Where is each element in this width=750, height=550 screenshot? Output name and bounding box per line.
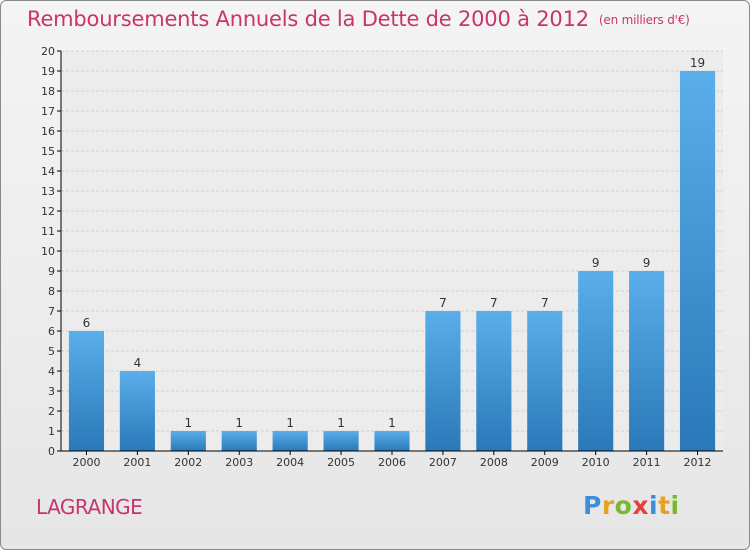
data-label: 1 (286, 416, 294, 430)
x-tick-label: 2002 (174, 456, 202, 469)
bar (425, 311, 461, 451)
commune-name: LAGRANGE (36, 495, 143, 519)
data-label: 7 (541, 296, 549, 310)
x-tick-label: 2011 (633, 456, 661, 469)
bar (323, 431, 359, 451)
logo-letter: r (601, 491, 615, 520)
y-tick-label: 11 (41, 225, 55, 238)
y-tick-label: 5 (48, 345, 55, 358)
x-tick-label: 2008 (480, 456, 508, 469)
bar (272, 431, 308, 451)
y-tick-label: 12 (41, 205, 55, 218)
data-label: 6 (83, 316, 91, 330)
y-tick-label: 14 (41, 165, 55, 178)
y-tick-label: 8 (48, 285, 55, 298)
logo-letter: P (583, 491, 602, 520)
data-label: 4 (134, 356, 142, 370)
y-tick-label: 20 (41, 45, 55, 58)
y-tick-label: 10 (41, 245, 55, 258)
y-tick-label: 2 (48, 405, 55, 418)
y-tick-label: 9 (48, 265, 55, 278)
data-label: 1 (337, 416, 345, 430)
bar (170, 431, 206, 451)
logo-letter: i (670, 491, 680, 520)
bar (578, 271, 614, 451)
y-tick-label: 3 (48, 385, 55, 398)
x-tick-label: 2001 (123, 456, 151, 469)
bar (119, 371, 155, 451)
data-label: 1 (235, 416, 243, 430)
y-tick-label: 18 (41, 85, 55, 98)
x-tick-label: 2012 (684, 456, 712, 469)
bar (374, 431, 410, 451)
data-label: 7 (490, 296, 498, 310)
chart-subtitle: (en milliers d'€) (598, 13, 690, 27)
data-label: 1 (184, 416, 192, 430)
y-tick-label: 15 (41, 145, 55, 158)
x-tick-label: 2009 (531, 456, 559, 469)
x-tick-label: 2003 (225, 456, 253, 469)
data-label: 19 (690, 56, 705, 70)
y-tick-label: 19 (41, 65, 55, 78)
bar (679, 71, 716, 451)
proxiti-logo: Proxiti (583, 491, 680, 520)
bar (221, 431, 257, 451)
data-label: 9 (592, 256, 600, 270)
x-tick-label: 2004 (276, 456, 304, 469)
logo-letter: x (632, 491, 649, 520)
y-tick-label: 1 (48, 425, 55, 438)
logo-letter: o (614, 491, 633, 520)
bar (629, 271, 665, 451)
data-label: 9 (643, 256, 651, 270)
bar (527, 311, 563, 451)
x-tick-label: 2007 (429, 456, 457, 469)
x-tick-label: 2000 (72, 456, 100, 469)
x-tick-label: 2010 (582, 456, 610, 469)
y-tick-label: 17 (41, 105, 55, 118)
y-tick-label: 13 (41, 185, 55, 198)
data-label: 7 (439, 296, 447, 310)
x-tick-label: 2005 (327, 456, 355, 469)
y-tick-label: 16 (41, 125, 55, 138)
y-tick-label: 7 (48, 305, 55, 318)
y-tick-label: 0 (48, 445, 55, 458)
bar (476, 311, 512, 451)
logo-letter: i (649, 491, 659, 520)
chart-title: Remboursements Annuels de la Dette de 20… (27, 7, 690, 31)
data-label: 1 (388, 416, 396, 430)
y-tick-label: 4 (48, 365, 55, 378)
x-tick-label: 2006 (378, 456, 406, 469)
chart-title-text: Remboursements Annuels de la Dette de 20… (27, 7, 589, 31)
y-tick-label: 6 (48, 325, 55, 338)
bar (68, 331, 105, 451)
logo-letter: t (658, 491, 671, 520)
